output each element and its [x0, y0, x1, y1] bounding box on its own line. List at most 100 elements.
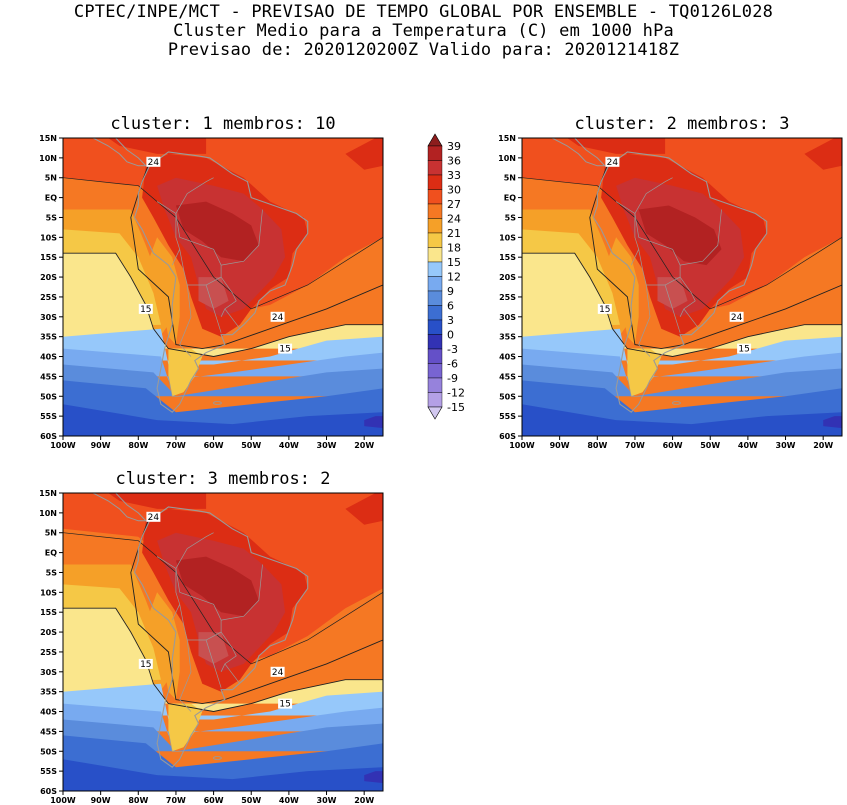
central-america-coast [92, 493, 147, 522]
svg-text:24: 24 [148, 513, 160, 523]
lat-label: 5S [505, 214, 517, 223]
band-patagonia-18 [168, 348, 203, 397]
colorbar-swatch [427, 334, 443, 350]
lon-label: 20W [354, 796, 374, 805]
lon-label: 50W [241, 796, 261, 805]
lat-label: 5N [504, 174, 516, 183]
lon-label: 60W [663, 441, 683, 450]
lat-label: 5N [45, 529, 57, 538]
contour-label: 24 [146, 511, 161, 523]
panel-3-title: cluster: 3 membros: 2 [115, 469, 331, 489]
band-caribbean-30 [567, 138, 666, 154]
lat-label: 35S [499, 333, 516, 342]
lat-label: 35S [40, 688, 57, 697]
contour-label: 15 [278, 343, 293, 355]
lat-label: 25S [40, 648, 57, 657]
lon-label: 60W [204, 441, 224, 450]
lon-label: 70W [166, 796, 186, 805]
contour-24 [589, 161, 842, 350]
svg-text:15: 15 [279, 700, 290, 710]
country-border [175, 532, 214, 593]
map-panel-3: 24 24 15 15 15N 10N 5N EQ 5S 10S 15S 20S 25S 30S 35S 40… [39, 489, 384, 805]
colorbar-label: 27 [447, 198, 461, 211]
lat-label: 10N [39, 509, 57, 518]
lat-label: 45S [40, 727, 57, 736]
colorbar-label: -6 [447, 358, 458, 371]
colorbar-label: 33 [447, 169, 461, 182]
lat-label: 5S [46, 569, 58, 578]
band-south-0 [63, 404, 383, 436]
country-border [634, 177, 673, 238]
colorbar-min-arrow [427, 406, 443, 420]
lon-label: 90W [91, 441, 111, 450]
band-cold-spot [823, 416, 842, 429]
lat-label: 30S [499, 313, 516, 322]
lat-label: 30S [40, 668, 57, 677]
lon-label: 40W [279, 796, 299, 805]
colorbar-label: 0 [447, 329, 454, 342]
lat-label: 20S [40, 273, 57, 282]
panel-2-title: cluster: 2 membros: 3 [574, 114, 790, 134]
colorbar-swatch [427, 203, 443, 219]
colorbar-label: 21 [447, 227, 461, 240]
lat-label: 15N [39, 489, 57, 498]
country-border [638, 284, 651, 357]
lon-label: 80W [128, 441, 148, 450]
figure-title-line-3: Previsao de: 2020120200Z Valido para: 20… [167, 40, 680, 60]
lat-label: 40S [40, 353, 57, 362]
country-border [615, 201, 640, 266]
falkland-islands [671, 401, 681, 405]
colorbar-swatch [427, 392, 443, 408]
colorbar-swatch [427, 232, 443, 248]
colorbar-swatch [427, 189, 443, 205]
contour-label: 24 [270, 311, 285, 323]
svg-text:15: 15 [140, 660, 151, 670]
colorbar-swatch [427, 145, 443, 161]
svg-text:24: 24 [148, 158, 160, 168]
lat-label: 15S [40, 253, 57, 262]
colorbar-label: -12 [447, 387, 465, 400]
colorbar-swatch [427, 261, 443, 277]
panel-1-title: cluster: 1 membros: 10 [110, 114, 336, 134]
contour-label: 15 [138, 658, 153, 670]
contour-label: 15 [597, 303, 612, 315]
band-atlantic-spot [345, 493, 383, 525]
colorbar-label: 6 [447, 300, 454, 313]
band-cold-spot [364, 416, 383, 429]
country-border [175, 177, 214, 238]
lat-label: 20S [40, 628, 57, 637]
band-south-0 [522, 404, 842, 436]
contour-15 [522, 252, 842, 357]
colorbar-swatch [427, 348, 443, 364]
falkland-islands [212, 756, 222, 760]
contour-24 [130, 161, 383, 350]
country-border [179, 639, 192, 712]
temperature-field [63, 138, 383, 436]
band-land-36 [638, 205, 722, 266]
contour-label: 24 [270, 666, 285, 678]
country-border [168, 376, 184, 397]
lat-label: 10S [499, 233, 516, 242]
map-frame [62, 137, 384, 437]
svg-text:24: 24 [272, 668, 284, 678]
lon-label: 30W [317, 441, 337, 450]
svg-text:24: 24 [272, 313, 284, 323]
contour-15 [63, 607, 383, 712]
temperature-field [522, 138, 842, 436]
lat-label: 25S [499, 293, 516, 302]
colorbar-swatch [427, 276, 443, 292]
country-border [179, 591, 222, 633]
country-border [220, 276, 237, 317]
contour-15 [63, 252, 383, 357]
lon-label: 60W [204, 796, 224, 805]
colorbar-swatch [427, 247, 443, 263]
lat-label: 60S [40, 787, 57, 796]
map-panel-1: 24 24 15 15 15N 10N 5N EQ 5S 10S 15S 20S 25S 30S 35S 40… [39, 134, 384, 450]
lon-label: 40W [738, 441, 758, 450]
lat-label: 55S [499, 412, 516, 421]
colorbar-label: 15 [447, 256, 461, 269]
band-caribbean-30 [108, 493, 207, 509]
lat-label: EQ [504, 194, 516, 203]
lat-label: 15N [498, 134, 516, 143]
contour-label: 24 [146, 156, 161, 168]
